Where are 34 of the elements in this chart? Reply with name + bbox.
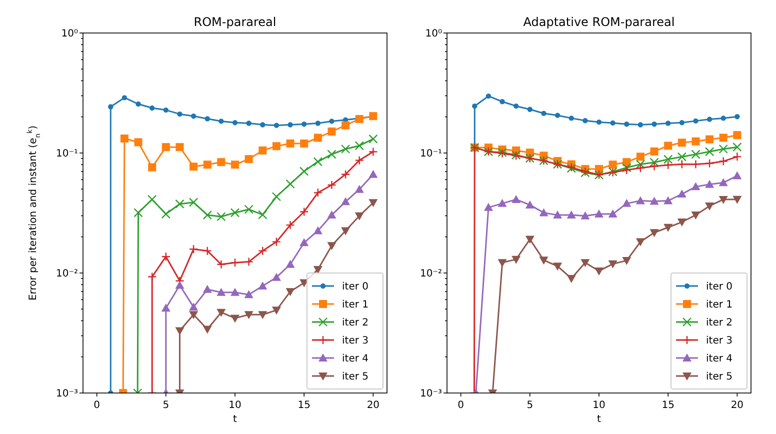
legend-label: iter 0 (706, 282, 733, 292)
legend-label: iter 1 (706, 300, 733, 310)
chart-title: Adaptative ROM-parareal (523, 15, 675, 29)
y-tick-label: 10⁻¹ (420, 148, 442, 160)
x-tick-label: 20 (730, 400, 744, 411)
legend-label: iter 4 (706, 354, 733, 364)
legend-label: iter 5 (342, 372, 369, 382)
x-tick-label: 10 (592, 400, 606, 411)
legend-label: iter 5 (706, 372, 733, 382)
x-tick-label: 20 (366, 400, 380, 411)
legend-label: iter 0 (342, 282, 369, 292)
legend-label: iter 3 (706, 336, 733, 346)
y-tick-label: 10⁻¹ (56, 148, 78, 160)
y-tick-label: 10⁻³ (56, 388, 78, 400)
chart-title: ROM-parareal (194, 15, 276, 29)
x-tick-label: 0 (94, 400, 100, 411)
y-tick-label: 10⁰ (61, 28, 78, 40)
legend-label: iter 1 (342, 300, 369, 310)
y-tick-label: 10⁻² (420, 268, 442, 280)
x-axis-title: t (597, 414, 602, 425)
y-tick-label: 10⁻³ (420, 388, 442, 400)
x-tick-label: 5 (526, 400, 534, 411)
x-tick-label: 0 (458, 400, 464, 411)
y-tick-label: 10⁰ (425, 28, 442, 40)
x-axis-title: t (233, 414, 238, 425)
x-tick-label: 10 (228, 400, 242, 411)
y-tick-label: 10⁻² (56, 268, 78, 280)
x-tick-label: 15 (662, 400, 674, 411)
legend-label: iter 4 (342, 354, 369, 364)
legend-label: iter 2 (342, 318, 369, 328)
x-tick-label: 15 (298, 400, 310, 411)
legend-label: iter 3 (342, 336, 369, 346)
legend-label: iter 2 (706, 318, 733, 328)
x-tick-label: 5 (162, 400, 170, 411)
